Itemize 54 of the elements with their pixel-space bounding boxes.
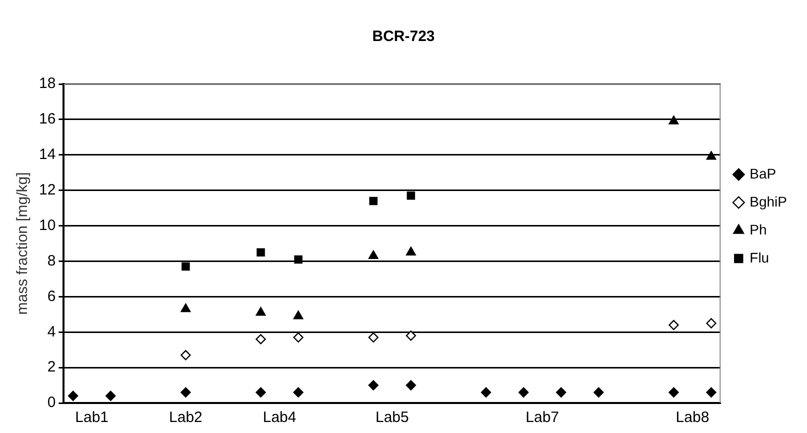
point xyxy=(180,350,191,360)
point xyxy=(406,330,416,341)
point xyxy=(294,255,302,264)
point xyxy=(406,246,416,256)
legend-label: Flu xyxy=(750,249,770,266)
point xyxy=(256,248,265,256)
point xyxy=(368,380,378,390)
y-tick-label: 8 xyxy=(47,252,56,270)
x-tick-label: Lab7 xyxy=(526,409,560,426)
point xyxy=(594,387,604,398)
point xyxy=(480,387,492,398)
point xyxy=(706,151,716,160)
point xyxy=(406,380,416,390)
point xyxy=(256,307,266,316)
y-tick-label: 16 xyxy=(38,110,56,128)
legend-label: BghiP xyxy=(750,193,787,210)
x-tick-label: Lab8 xyxy=(676,409,710,426)
point xyxy=(706,318,716,328)
y-tick-label: 14 xyxy=(38,146,56,164)
x-tick-label: Lab2 xyxy=(169,409,202,426)
point xyxy=(180,387,191,398)
point xyxy=(369,196,378,206)
y-axis-title: mass fraction [mg/kg] xyxy=(14,172,32,315)
point xyxy=(256,387,266,398)
y-tick-label: 4 xyxy=(47,323,56,340)
x-tick-label: Lab5 xyxy=(375,409,409,426)
point xyxy=(182,262,190,271)
x-tick-label: Lab1 xyxy=(75,409,109,426)
y-tick-label: 12 xyxy=(38,181,56,198)
y-tick-label: 2 xyxy=(47,358,56,376)
point xyxy=(368,250,378,260)
point xyxy=(668,387,679,398)
point xyxy=(293,332,304,343)
point xyxy=(668,320,679,330)
point xyxy=(180,303,191,312)
point xyxy=(368,332,378,343)
y-tick-label: 0 xyxy=(47,394,56,412)
point xyxy=(556,387,566,398)
legend-label: BaP xyxy=(750,165,776,182)
legend-label: Ph xyxy=(750,221,767,238)
y-tick-label: 6 xyxy=(47,288,56,305)
point xyxy=(68,390,78,402)
point xyxy=(256,334,266,344)
point xyxy=(706,387,716,398)
point xyxy=(293,310,304,320)
y-tick-label: 10 xyxy=(38,216,56,234)
x-tick-label: Lab4 xyxy=(262,409,296,426)
point xyxy=(293,387,304,398)
point xyxy=(668,116,679,124)
y-tick-label: 18 xyxy=(38,75,56,92)
point xyxy=(106,390,116,402)
point xyxy=(518,387,529,398)
chart-title: BCR-723 xyxy=(372,28,435,46)
point xyxy=(406,192,416,200)
